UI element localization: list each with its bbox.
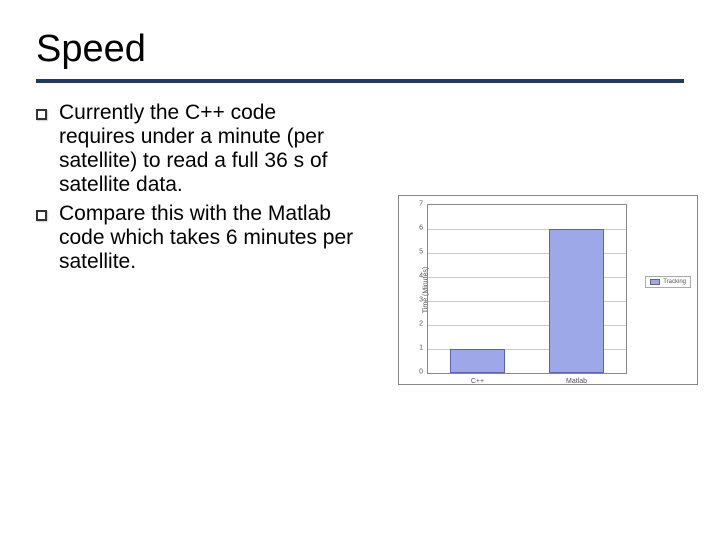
title-underline: [36, 79, 684, 83]
list-item: Currently the C++ code requires under a …: [36, 101, 356, 198]
chart-ytick: 5: [419, 249, 423, 256]
chart-ytick: 2: [419, 321, 423, 328]
chart-ytick: 4: [419, 273, 423, 280]
speed-chart: Time (Minutes) C++Matlab Tracking 012345…: [398, 195, 698, 385]
chart-ytick: 0: [419, 369, 423, 376]
chart-bar: [549, 229, 603, 373]
list-item: Compare this with the Matlab code which …: [36, 202, 356, 274]
chart-xlabel: C++: [428, 378, 527, 385]
chart-ytick: 3: [419, 297, 423, 304]
slide: Speed Currently the C++ code requires un…: [0, 0, 720, 540]
chart-legend: Tracking: [645, 276, 691, 288]
bullet-text: Compare this with the Matlab code which …: [59, 202, 356, 274]
chart-ytick: 1: [419, 345, 423, 352]
chart-ytick: 7: [419, 201, 423, 208]
bullet-text: Currently the C++ code requires under a …: [59, 101, 356, 198]
bullet-icon: [36, 210, 47, 221]
chart-xlabel: Matlab: [527, 378, 626, 385]
legend-swatch: [650, 279, 660, 285]
chart-bar: [450, 349, 504, 373]
slide-title: Speed: [36, 28, 684, 71]
bullet-icon: [36, 109, 47, 120]
bullet-list: Currently the C++ code requires under a …: [36, 101, 356, 278]
legend-label: Tracking: [663, 279, 686, 285]
chart-plot-area: C++Matlab: [427, 204, 627, 374]
chart-ytick: 6: [419, 225, 423, 232]
